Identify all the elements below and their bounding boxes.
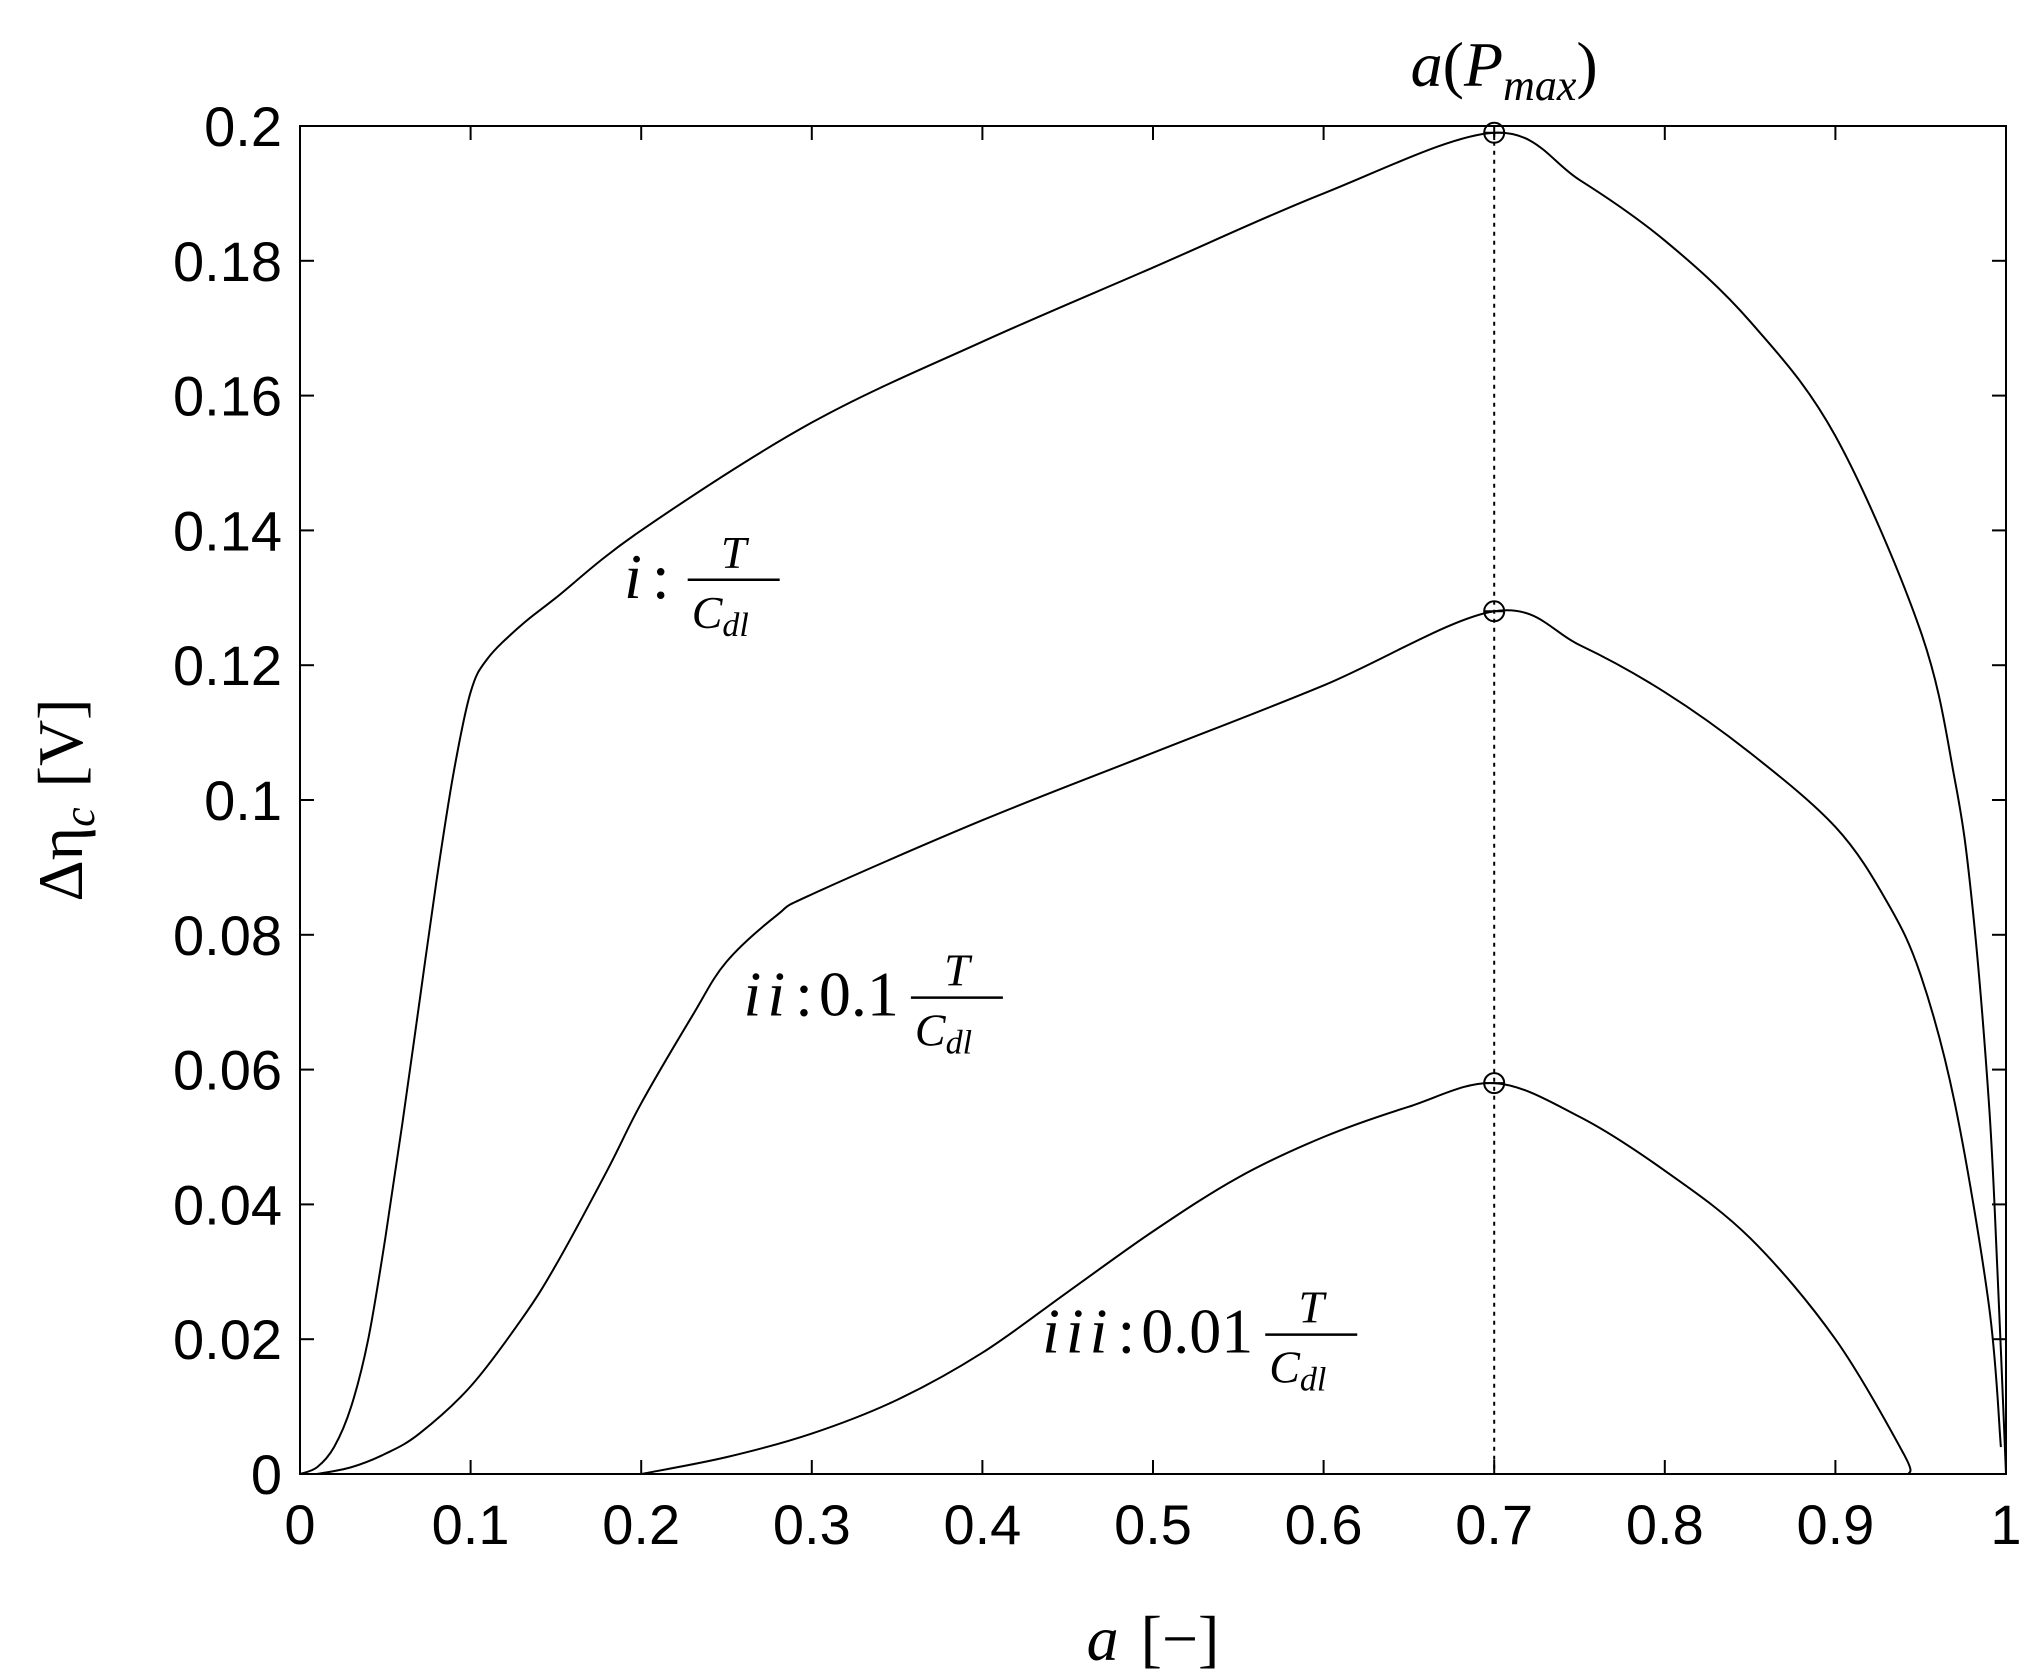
frac-den-sub: dl: [1300, 1362, 1326, 1399]
frac-den-sub: dl: [946, 1025, 972, 1062]
x-tick-label: 0.9: [1796, 1493, 1874, 1556]
y-tick-label: 0.1: [204, 769, 282, 832]
curve-label-text: iii:0.01: [1042, 1296, 1253, 1367]
x-tick-label: 0.7: [1455, 1493, 1533, 1556]
curve-label-prefix: ii: [744, 959, 792, 1030]
pmax-symbol: a: [1411, 29, 1443, 100]
curve-label-colon: :: [795, 959, 813, 1030]
curve-label-frac-den: Cdl: [692, 587, 749, 644]
curve-label-frac-den: Cdl: [1269, 1342, 1326, 1399]
x-tick-label: 0.5: [1114, 1493, 1192, 1556]
pmax-open: (: [1443, 29, 1464, 100]
y-tick-label: 0.02: [173, 1308, 282, 1371]
y-tick-label: 0.04: [173, 1173, 282, 1236]
y-tick-label: 0.14: [173, 499, 282, 562]
curve-label-colon: :: [652, 541, 670, 612]
x-tick-label: 0: [284, 1493, 315, 1556]
curve-label-frac-num: T: [944, 945, 973, 996]
plot-frame: [299, 125, 2007, 1475]
series-line-ii: [316, 609, 2002, 1475]
x-axis-label: a [−]: [1087, 1603, 1220, 1674]
y-tick-label: 0.18: [173, 230, 282, 293]
y-tick-label: 0.2: [204, 95, 282, 158]
x-axis-unit: [−]: [1141, 1603, 1220, 1674]
pmax-close: ): [1576, 29, 1597, 100]
y-axis-unit: [V]: [25, 699, 96, 788]
pmax-p: P: [1463, 29, 1503, 100]
y-axis-label: Δηc [V]: [25, 699, 104, 902]
x-axis-symbol: a: [1087, 1603, 1119, 1674]
x-tick-label: 0.3: [773, 1493, 851, 1556]
curve-label-frac-den: Cdl: [915, 1005, 972, 1062]
pmax-label: a(Pmax): [1411, 29, 1598, 110]
frac-den-main: C: [915, 1005, 947, 1056]
curve-label-colon: :: [1117, 1296, 1135, 1367]
series-line-i: [299, 131, 2007, 1475]
x-tick-label: 0.6: [1285, 1493, 1363, 1556]
y-tick-label: 0.08: [173, 904, 282, 967]
curve-label-prefix: i: [624, 541, 648, 612]
curve-label-frac-num: T: [721, 527, 750, 578]
peak-markers: [1483, 121, 1506, 1095]
x-tick-label: 1: [1990, 1493, 2021, 1556]
x-tick-label: 0.4: [943, 1493, 1021, 1556]
x-tick-label: 0.8: [1626, 1493, 1704, 1556]
axis-ticks: [299, 125, 2007, 1475]
frac-den-sub: dl: [722, 607, 748, 644]
series-line-iii: [641, 1082, 1912, 1475]
curve-label-text: ii:0.1: [744, 959, 899, 1030]
frac-den-main: C: [1269, 1342, 1301, 1393]
x-tick-labels: 0 0.1 0.2 0.3 0.4 0.5 0.6 0.7 0.8 0.9 1: [284, 1493, 2021, 1556]
y-axis-subscript: c: [55, 807, 104, 827]
y-tick-label: 0.16: [173, 365, 282, 428]
curve-label-frac-num: T: [1298, 1282, 1327, 1333]
curve-label-prefix: iii: [1042, 1296, 1113, 1367]
x-tick-label: 0.1: [432, 1493, 510, 1556]
y-tick-label: 0: [251, 1443, 282, 1506]
y-tick-label: 0.06: [173, 1039, 282, 1102]
curve-label-coef: 0.1: [819, 959, 899, 1030]
curve-label-text: i:: [624, 541, 670, 612]
y-tick-labels: 0 0.02 0.04 0.06 0.08 0.1 0.12 0.14 0.16 0.18 0.2: [173, 95, 282, 1506]
frac-den-main: C: [692, 587, 724, 638]
pmax-subscript: max: [1503, 61, 1577, 110]
x-tick-label: 0.2: [602, 1493, 680, 1556]
y-axis-symbol: Δη: [25, 827, 96, 902]
series-group: [299, 131, 2007, 1475]
curve-label-coef: 0.01: [1141, 1296, 1253, 1367]
y-tick-label: 0.12: [173, 634, 282, 697]
